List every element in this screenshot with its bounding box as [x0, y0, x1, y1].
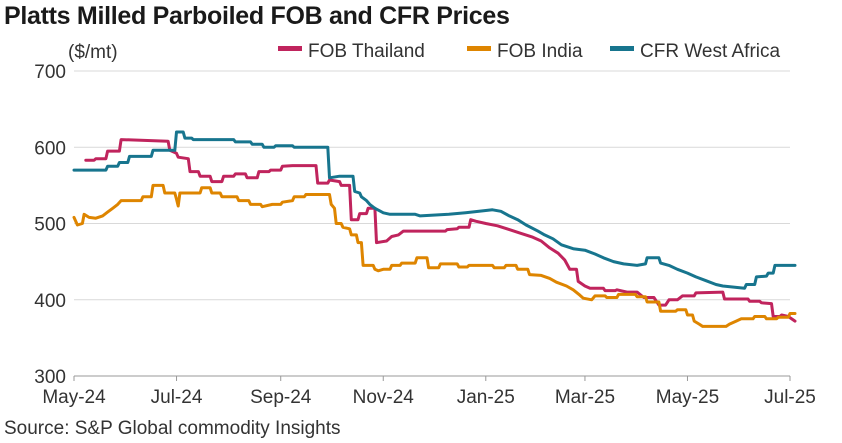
x-tick-label: Mar-25: [555, 387, 615, 408]
legend-swatch: [610, 46, 634, 51]
series-lines: [72, 130, 797, 328]
line-chart: 300 400 500 600 700 May-24 Jul-24 Sep-24 Nov-24…: [34, 41, 816, 408]
legend-label: FOB Thailand: [308, 41, 425, 62]
legend-label: CFR West Africa: [640, 41, 780, 62]
legend: FOB Thailand FOB India CFR West Africa: [278, 41, 780, 62]
legend-swatch: [278, 46, 302, 51]
x-axis: May-24 Jul-24 Sep-24 Nov-24 Jan-25 Mar-25 May-…: [42, 376, 816, 408]
y-axis-unit-label: ($/mt): [68, 42, 118, 63]
y-tick-label: 700: [34, 62, 66, 83]
x-tick-label: May-24: [42, 387, 106, 408]
x-tick-label: Nov-24: [353, 387, 415, 408]
x-tick-label: May-25: [656, 387, 719, 408]
chart-title: Platts Milled Parboiled FOB and CFR Pric…: [4, 2, 510, 30]
y-tick-label: 400: [34, 291, 66, 312]
x-tick-label: Jul-24: [151, 387, 203, 408]
x-tick-label: Jan-25: [457, 387, 515, 408]
series-line: [84, 138, 797, 323]
legend-swatch: [467, 46, 491, 51]
series-line: [72, 130, 797, 290]
y-tick-label: 600: [34, 138, 66, 159]
y-tick-label: 300: [34, 367, 66, 388]
source-note: Source: S&P Global commodity Insights: [4, 418, 341, 439]
series-line: [72, 183, 797, 328]
x-tick-label: Sep-24: [250, 387, 312, 408]
y-tick-label: 500: [34, 215, 66, 236]
y-axis: 300 400 500 600 700: [34, 62, 66, 388]
grid-lines: [74, 70, 790, 377]
x-tick-label: Jul-25: [764, 387, 816, 408]
legend-label: FOB India: [497, 41, 583, 62]
